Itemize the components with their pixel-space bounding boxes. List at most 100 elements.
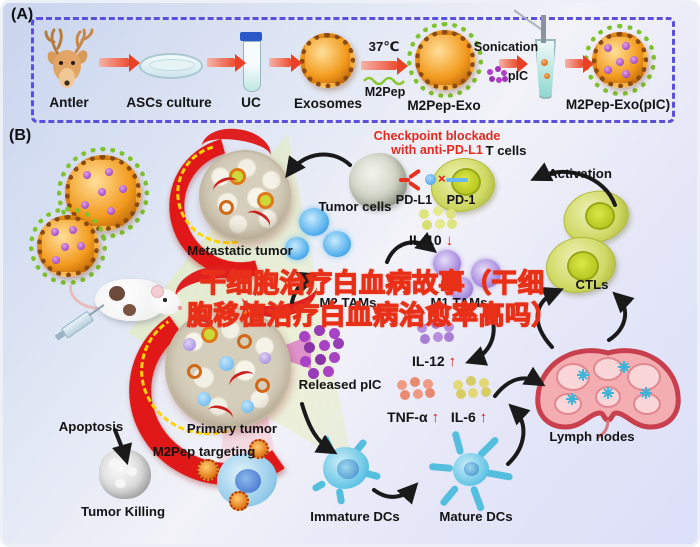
m1-tam-cell <box>449 277 473 300</box>
il10-label: IL-10 ↓ <box>408 232 454 249</box>
arrow-lymph-to-ctls-2 <box>607 291 635 342</box>
apoptosis-label: Apoptosis <box>58 419 124 434</box>
metastatic-tumor-mass <box>199 150 291 242</box>
m2pep-exo-icon <box>407 22 483 98</box>
pd-1-label: PD-1 <box>446 193 476 207</box>
primary-tumor-mass <box>165 306 291 430</box>
step-label-exosomes: Exosomes <box>293 96 363 111</box>
m2pep-label: M2Pep <box>364 85 406 99</box>
flow-arrow <box>499 54 528 73</box>
released-pic-label: Released pIC <box>298 377 382 392</box>
mature-dcs-label: Mature DCs <box>439 509 513 524</box>
il10-dots-cluster <box>419 209 429 219</box>
il12-label: IL-12 ↑ <box>411 353 457 370</box>
pic-dot <box>622 70 630 78</box>
primary-tumor-label: Primary tumor <box>186 421 278 436</box>
pic-dot <box>622 42 630 50</box>
activation-label: Activation <box>548 166 612 181</box>
blocked-x-icon: × <box>438 171 446 186</box>
pic-dot <box>630 56 638 64</box>
flow-arrow <box>99 53 140 72</box>
m2-tams-label: M2 TAMs <box>319 295 377 310</box>
dc-spike <box>451 430 465 456</box>
step-label-m2pep-exo-pic: M2Pep-Exo(pIC) <box>565 97 671 112</box>
sonicator-probe <box>541 15 546 43</box>
mini-exosome-icon <box>229 491 249 511</box>
tumor-cell <box>349 153 407 209</box>
tnf-dots-cluster <box>397 380 407 390</box>
arrow-imm-to-mature-dc <box>372 482 419 505</box>
dc-spike <box>428 462 454 472</box>
m2-tam-cell <box>323 231 351 257</box>
dead-tumor-cell <box>99 449 151 499</box>
flow-arrow <box>207 53 246 72</box>
exosome-core <box>415 30 475 90</box>
ctls-label: CTLs <box>575 277 609 292</box>
m2pep-targeting-label: M2Pep targeting <box>152 444 256 459</box>
deer-antler-icon <box>44 28 94 88</box>
step-label-antler: Antler <box>49 95 89 110</box>
pd-l1-label: PD-L1 <box>395 193 433 207</box>
m1-tams-label: M1 TAMs <box>430 295 488 310</box>
m2-tam-cell <box>285 237 309 260</box>
dendritic-cell-marks <box>566 361 652 405</box>
m2pep-exo-pic-icon <box>584 24 656 96</box>
immature-dcs-label: Immature DCs <box>310 509 400 524</box>
step-label-uc: UC <box>241 95 261 110</box>
t-cells-label: T cells <box>485 143 527 158</box>
centrifuge-tube-cap <box>240 32 262 41</box>
mouse-spot <box>109 286 125 301</box>
dc-spike <box>311 479 327 493</box>
arrow-maturedc-up <box>506 403 531 466</box>
sonication-label: Sonication <box>473 40 539 54</box>
anti-pd-l1-antibody-icon <box>399 178 410 182</box>
pic-label: pIC <box>507 69 529 83</box>
flow-arrow <box>361 56 408 75</box>
metastatic-tumor-label: Metastatic tumor <box>187 243 293 258</box>
checkpoint-blockade-label: Checkpoint blockade <box>373 129 501 143</box>
tnf-label: TNF-α ↑ <box>387 409 439 426</box>
watermark-line-2: 胞移植治疗白血病治愈率高吗） <box>186 299 559 330</box>
m1-tam-cell <box>433 250 461 277</box>
m1-tam-cell <box>471 259 501 288</box>
lymph-nodes-label: Lymph nodes <box>549 429 635 444</box>
flow-arrow <box>269 53 302 72</box>
lymph-node-icon <box>535 348 681 439</box>
pd-1-receptor-icon <box>446 178 468 182</box>
t-cell <box>431 158 495 212</box>
pic-dot <box>604 44 612 52</box>
mouse-eye <box>163 298 167 302</box>
dc-spike <box>438 484 460 508</box>
watermark-line-1: 干细胞治疗白血病故事（干细 <box>199 267 545 298</box>
il6-dots-cluster <box>453 380 463 390</box>
m2pep-peptide-icon <box>363 76 405 86</box>
injected-exosome-icon <box>29 207 107 285</box>
il6-label: IL-6 ↑ <box>450 409 488 426</box>
tumor-killing-label: Tumor Killing <box>81 504 165 519</box>
exosome-icon <box>300 33 355 88</box>
pd-l1-ligand-icon <box>425 174 436 185</box>
panel-a-letter: (A) <box>11 6 34 23</box>
mini-exosome-icon <box>197 459 219 481</box>
m2pep-spike-ring <box>407 22 483 98</box>
panel-a-dashed-box <box>31 17 675 123</box>
released-pic-dots-cluster <box>299 331 310 342</box>
exosome-core <box>300 33 355 88</box>
temperature-label: 37℃ <box>368 39 400 54</box>
panel-b-letter: (B) <box>9 127 32 144</box>
pic-dots-cluster <box>487 69 493 75</box>
il12-dots-cluster <box>417 323 427 333</box>
dc-spike <box>335 487 346 505</box>
mouse-spot <box>123 304 136 316</box>
mini-exosome-icon <box>249 439 269 459</box>
m2-tam-cell <box>299 208 329 236</box>
mouse-nose <box>178 306 182 310</box>
step-label-m2pep-exo: M2Pep-Exo <box>407 98 481 113</box>
anti-pdl1-label: with anti-PD-L1 <box>391 143 483 157</box>
tumor-cells-label: Tumor cells <box>318 199 392 214</box>
pic-dot <box>616 58 624 66</box>
pic-dot <box>604 66 612 74</box>
mouse-ear <box>151 285 164 298</box>
petri-dish-icon <box>139 53 203 79</box>
